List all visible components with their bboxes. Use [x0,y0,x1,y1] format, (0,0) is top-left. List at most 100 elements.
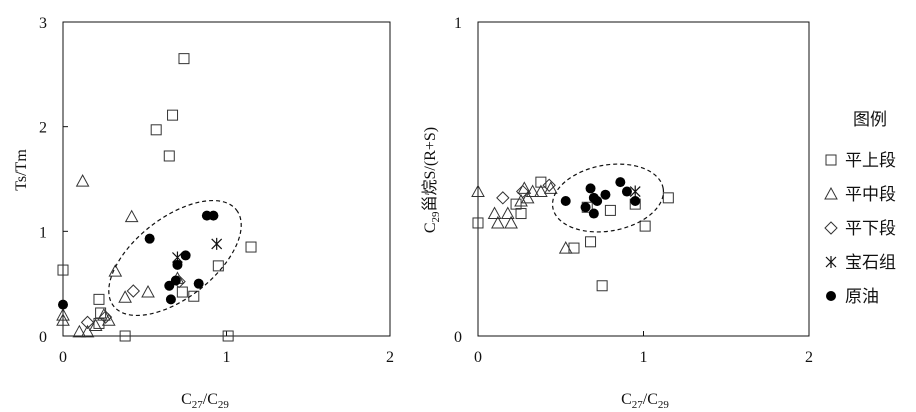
x-axis-label-left: C27/C29 [181,391,229,411]
right-point-diamond [496,191,510,205]
left-point-triangle [75,174,90,187]
legend-star-icon [825,256,837,268]
left-point-circle [193,278,204,289]
svg-text:C27/C29: C27/C29 [621,391,669,411]
left-point-diamond [80,315,95,330]
right-point-triangle [520,190,535,204]
right-point-circle [615,177,626,188]
legend-circle-icon [826,291,836,301]
left-point-circle [180,250,191,261]
legend-square-icon [825,154,837,166]
legend-diamond-icon [824,221,838,235]
chart-c29-steranes: 0 1 2 0 1 C29甾烷S/(R+S) C27/C29 [421,15,813,411]
left-point-triangle [124,209,139,223]
right-point-circle [580,202,591,213]
left-point-diamond [98,310,113,324]
left-x-tick-label: 1 [223,349,231,366]
left-point-triangle [56,313,70,326]
left-point-square [188,290,200,302]
cluster-ellipse-right [551,163,665,233]
left-point-triangle [108,264,123,277]
left-point-circle [165,294,176,305]
left-point-circle [58,299,68,310]
legend-label-star: 宝石组 [845,253,896,272]
right-point-circle [585,183,596,194]
left-point-triangle [118,290,132,303]
right-point-triangle [525,184,540,198]
left-point-square [222,330,234,342]
right-point-triangle [471,184,485,198]
plot-frame-left [62,21,391,337]
left-point-triangle [88,318,103,332]
left-point-square [176,286,188,298]
legend-triangle-icon [824,186,838,200]
x-axis-label-right: C27/C29 [621,391,669,411]
y-axis-label-left: Ts/Tm [13,149,30,191]
right-point-square [596,280,608,292]
right-point-diamond [542,178,556,192]
left-point-triangle [141,284,155,298]
svg-text:C29甾烷S/(R+S): C29甾烷S/(R+S) [421,127,442,233]
left-point-circle [170,275,181,286]
right-y-tick-label: 0 [454,329,462,346]
left-x-tick-label: 2 [386,349,394,366]
left-y-tick-label: 0 [39,329,47,346]
left-point-star [211,237,223,250]
left-point-triangle [56,308,70,321]
left-point-square [212,260,224,272]
right-point-triangle [514,193,528,207]
legend-label-circle: 原油 [845,287,879,306]
plot-frame-right [477,21,810,337]
left-x-tick-label: 0 [59,349,67,366]
right-point-circle [621,186,632,197]
svg-text:C27/C29: C27/C29 [181,391,229,411]
left-point-circle [208,210,219,221]
left-point-square [167,109,179,121]
right-point-triangle [534,184,548,198]
left-point-square [57,264,69,276]
left-point-circle [172,259,183,270]
legend-title: 图例 [853,110,887,129]
left-point-square [245,241,257,253]
left-y-tick-label: 3 [39,15,47,32]
left-point-triangle [80,324,95,338]
right-y-tick-label: 1 [454,15,462,32]
left-y-tick-label: 2 [39,120,47,137]
left-point-square [178,53,190,65]
right-point-circle [600,189,611,200]
right-point-circle [630,195,641,206]
right-point-circle [588,208,599,219]
right-point-triangle [487,206,502,220]
legend-label-diamond: 平下段 [845,219,896,238]
right-point-square [585,236,597,248]
left-point-square [163,150,175,162]
left-point-triangle [97,308,111,321]
right-point-square [662,192,674,204]
right-x-tick-label: 0 [474,349,482,366]
left-point-circle [144,233,155,244]
legend-label-square: 平上段 [845,151,896,170]
right-point-square [639,220,651,232]
right-point-square [472,217,484,229]
chart-ts-tm: 0 1 2 0 1 2 3 Ts/Tm C27/C29 [13,15,394,411]
left-point-square [119,330,131,342]
legend-label-triangle: 平中段 [845,185,896,204]
left-point-square [93,293,105,305]
left-y-tick-label: 1 [39,224,47,241]
right-point-triangle [558,241,573,254]
right-x-tick-label: 2 [805,349,813,366]
y-axis-label-right: C29甾烷S/(R+S) [421,127,442,233]
right-point-diamond [515,184,530,199]
left-point-triangle [72,324,87,338]
cluster-ellipse-left [108,199,242,317]
right-point-circle [560,195,571,206]
right-point-star [629,185,641,198]
right-x-tick-label: 1 [640,349,648,366]
right-point-triangle [517,181,532,194]
right-point-triangle [504,215,518,229]
right-point-square [604,204,616,216]
left-point-triangle [101,313,116,326]
right-point-square [515,208,527,220]
